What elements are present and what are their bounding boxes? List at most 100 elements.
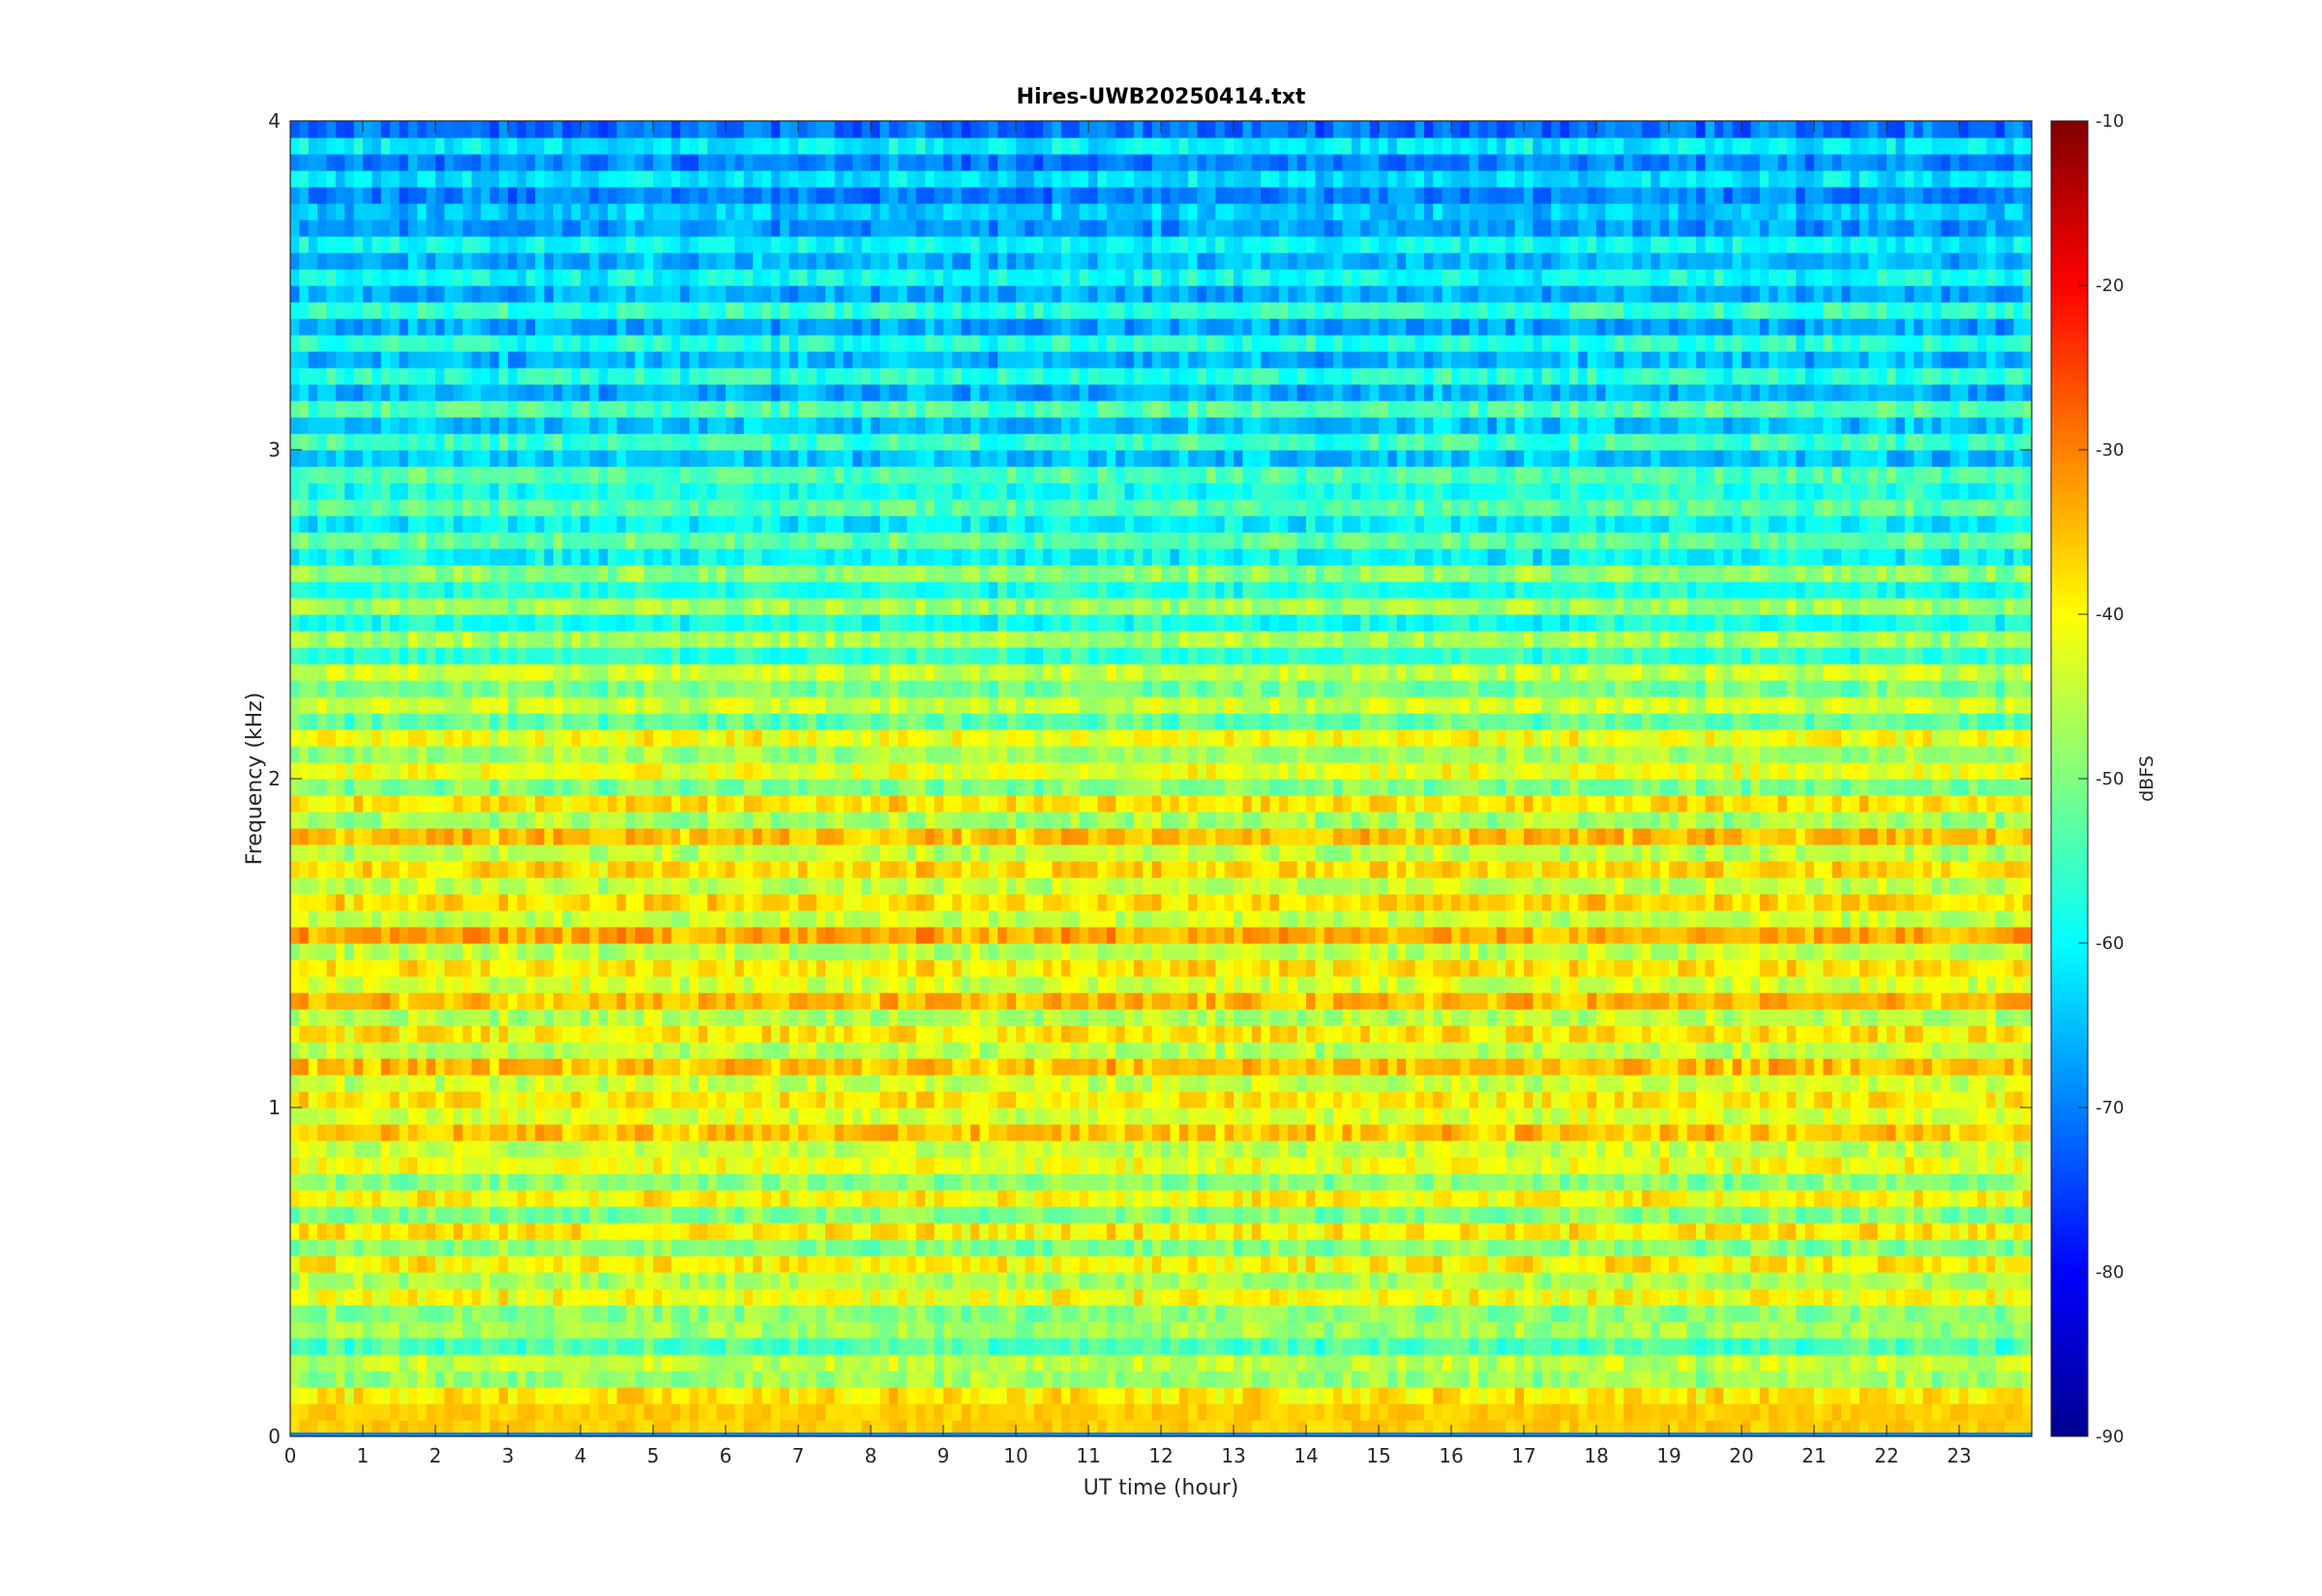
heatmap-cell <box>1859 1305 1869 1322</box>
heatmap-cell <box>1723 1206 1734 1224</box>
heatmap-cell <box>1351 1058 1361 1076</box>
heatmap-cell <box>1306 1140 1316 1158</box>
heatmap-cell <box>1759 1338 1770 1355</box>
heatmap-cell <box>1941 1206 1951 1224</box>
heatmap-cell <box>1116 1190 1126 1207</box>
heatmap-cell <box>1605 1404 1616 1421</box>
heatmap-cell <box>1632 1140 1643 1158</box>
heatmap-cell <box>1151 1058 1162 1076</box>
heatmap-cell <box>789 1256 799 1273</box>
heatmap-cell <box>1088 1108 1098 1125</box>
heatmap-cell <box>1070 1338 1081 1355</box>
heatmap-cell <box>1224 1009 1235 1026</box>
heatmap-cell <box>1922 1387 1933 1404</box>
heatmap-cell <box>1804 1058 1815 1076</box>
heatmap-cell <box>961 1239 971 1256</box>
heatmap-cell <box>653 1321 663 1339</box>
heatmap-cell <box>1868 1272 1879 1289</box>
heatmap-cell <box>2013 1075 2024 1092</box>
heatmap-cell <box>1242 1387 1253 1404</box>
heatmap-cell <box>1796 1058 1806 1076</box>
heatmap-cell <box>317 1140 328 1158</box>
heatmap-cell <box>1904 1321 1915 1339</box>
heatmap-cell <box>1514 1157 1525 1174</box>
heatmap-cell <box>734 1223 745 1240</box>
heatmap-cell <box>1124 1173 1135 1191</box>
heatmap-cell <box>1560 1404 1570 1421</box>
heatmap-cell <box>1124 1157 1135 1174</box>
heatmap-cell <box>1533 1124 1543 1141</box>
heatmap-cell <box>525 1108 536 1125</box>
heatmap-cell <box>1995 1190 2006 1207</box>
heatmap-cell <box>1025 1239 1035 1256</box>
heatmap-cell <box>1977 1009 1987 1026</box>
heatmap-cell <box>952 1140 963 1158</box>
heatmap-cell <box>1759 1305 1770 1322</box>
heatmap-cell <box>462 1404 473 1421</box>
heatmap-cell <box>2004 1173 2014 1191</box>
heatmap-cell <box>1678 1058 1688 1076</box>
heatmap-cell <box>1705 1321 1715 1339</box>
heatmap-cell <box>1296 1190 1307 1207</box>
heatmap-cell <box>898 1190 908 1207</box>
heatmap-cell <box>770 1025 781 1043</box>
heatmap-cell <box>1496 1075 1506 1092</box>
heatmap-cell <box>1705 1124 1715 1141</box>
heatmap-cell <box>843 1140 853 1158</box>
heatmap-cell <box>898 1354 908 1372</box>
heatmap-cell <box>1234 1321 1243 1339</box>
heatmap-cell <box>1414 1321 1425 1339</box>
heatmap-cell <box>1914 1223 1924 1240</box>
heatmap-cell <box>943 1075 953 1092</box>
heatmap-cell <box>1369 1091 1380 1108</box>
heatmap-cell <box>1324 1058 1334 1076</box>
heatmap-cell <box>444 1173 455 1191</box>
heatmap-cell <box>1823 1173 1833 1191</box>
heatmap-cell <box>1451 1108 1461 1125</box>
heatmap-cell <box>1922 1420 1933 1436</box>
heatmap-cell <box>1823 1009 1833 1026</box>
heatmap-cell <box>1732 1239 1742 1256</box>
heatmap-cell <box>643 1173 654 1191</box>
heatmap-cell <box>1215 1223 1226 1240</box>
heatmap-cell <box>1587 1173 1597 1191</box>
heatmap-cell <box>1568 1420 1579 1436</box>
heatmap-cell <box>2013 1305 2024 1322</box>
heatmap-cell <box>789 1387 799 1404</box>
heatmap-cell <box>743 1338 754 1355</box>
heatmap-cell <box>1324 1042 1334 1059</box>
heatmap-cell <box>1423 1042 1434 1059</box>
heatmap-cell <box>816 1190 826 1207</box>
heatmap-cell <box>1433 1042 1444 1059</box>
heatmap-cell <box>716 1305 727 1322</box>
heatmap-cell <box>1759 1173 1770 1191</box>
heatmap-cell <box>299 1420 310 1436</box>
heatmap-cell <box>1296 1124 1307 1141</box>
heatmap-cell <box>1406 1009 1416 1026</box>
heatmap-cell <box>562 1404 573 1421</box>
heatmap-cell <box>1351 1321 1361 1339</box>
heatmap-cell <box>1804 1009 1815 1026</box>
heatmap-cell <box>1178 1239 1189 1256</box>
heatmap-cell <box>1451 1025 1461 1043</box>
heatmap-cell <box>1578 1124 1589 1141</box>
heatmap-cell <box>915 1371 926 1388</box>
heatmap-cell <box>1533 1305 1543 1322</box>
heatmap-cell <box>879 1321 890 1339</box>
heatmap-cell <box>1387 1354 1398 1372</box>
heatmap-cell <box>716 1387 727 1404</box>
heatmap-cell <box>1442 1338 1452 1355</box>
heatmap-cell <box>1116 1091 1126 1108</box>
heatmap-cell <box>743 1321 754 1339</box>
heatmap-cell <box>961 1371 971 1388</box>
heatmap-cell <box>1868 1091 1879 1108</box>
heatmap-cell <box>326 1058 337 1076</box>
heatmap-cell <box>290 1075 300 1092</box>
heatmap-cell <box>2004 1288 2014 1306</box>
heatmap-cell <box>1941 1075 1951 1092</box>
heatmap-cell <box>961 1058 971 1076</box>
heatmap-cell <box>462 1206 473 1224</box>
heatmap-cell <box>1941 1140 1951 1158</box>
heatmap-cell <box>1188 1124 1199 1141</box>
heatmap-cell <box>562 1173 573 1191</box>
